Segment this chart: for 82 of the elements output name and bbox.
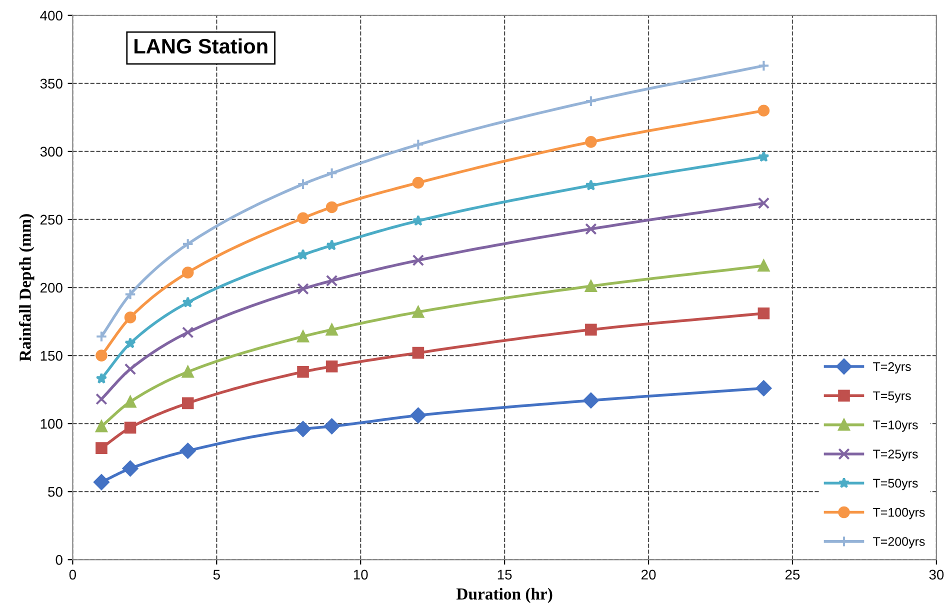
point <box>585 324 597 336</box>
point <box>96 350 108 362</box>
point <box>297 248 309 260</box>
point <box>124 396 136 408</box>
point <box>758 60 770 72</box>
point <box>297 282 309 295</box>
point <box>124 422 136 434</box>
y-tick-label: 150 <box>40 350 62 361</box>
point <box>585 136 597 148</box>
y-tick-label: 50 <box>48 486 62 497</box>
point <box>324 418 340 434</box>
point <box>326 360 338 372</box>
point <box>297 178 309 190</box>
x-axis-title: Duration (hr) <box>456 588 552 603</box>
legend-label: T=200yrs <box>873 537 925 548</box>
point <box>585 95 597 108</box>
annotation: LANG Station <box>134 38 268 54</box>
point <box>182 238 194 250</box>
point <box>94 474 110 490</box>
point <box>124 363 136 376</box>
point <box>96 372 108 384</box>
point <box>758 307 770 320</box>
y-tick-label: 100 <box>40 418 62 429</box>
point <box>96 393 108 405</box>
point <box>585 280 597 292</box>
point <box>180 442 196 459</box>
y-tick-label: 250 <box>40 214 62 225</box>
legend-label: T=5yrs <box>873 391 911 403</box>
x-tick-label: 20 <box>642 570 656 580</box>
point <box>326 167 338 180</box>
legend-label: T=100yrs <box>873 508 925 520</box>
point <box>412 176 424 189</box>
point <box>412 254 424 266</box>
x-tick-label: 10 <box>354 570 368 580</box>
x-tick-label: 30 <box>929 570 944 580</box>
point <box>96 442 108 454</box>
point <box>96 420 108 432</box>
point <box>756 380 772 396</box>
point <box>182 397 194 410</box>
y-axis-title: Rainfall Depth (mm) <box>18 214 34 362</box>
legend-label: T=2yrs <box>873 362 911 374</box>
point <box>585 180 597 190</box>
y-tick-label: 200 <box>40 282 62 293</box>
y-tick-label: 400 <box>40 10 62 21</box>
x-tick-label: 15 <box>498 570 512 580</box>
point <box>182 266 194 278</box>
point <box>124 288 136 300</box>
point <box>295 421 311 437</box>
point <box>758 104 770 117</box>
point <box>758 150 770 162</box>
point <box>585 223 597 235</box>
y-tick-label: 350 <box>40 78 62 89</box>
point <box>297 366 309 378</box>
x-tick-label: 5 <box>213 570 220 580</box>
y-tick-label: 0 <box>56 554 62 565</box>
point <box>182 366 194 378</box>
point <box>297 330 309 342</box>
point <box>124 312 136 324</box>
point <box>124 337 136 348</box>
point <box>410 407 426 424</box>
point <box>583 392 599 408</box>
legend-label: T=10yrs <box>873 420 918 432</box>
x-tick-label: 25 <box>785 570 800 580</box>
point <box>758 260 770 272</box>
legend-label: T=25yrs <box>873 450 918 461</box>
point <box>326 324 338 336</box>
point <box>96 330 108 342</box>
point <box>182 296 194 308</box>
point <box>412 214 424 226</box>
legend-label: T=50yrs <box>873 478 918 490</box>
point <box>412 138 424 151</box>
x-tick-label: 0 <box>69 570 76 580</box>
point <box>412 306 424 318</box>
point <box>182 326 194 338</box>
point <box>326 239 338 250</box>
point <box>122 460 138 476</box>
point <box>412 346 424 359</box>
point <box>758 197 770 210</box>
y-tick-label: 300 <box>40 146 62 157</box>
point <box>297 212 309 224</box>
point <box>326 274 338 287</box>
point <box>326 201 338 214</box>
